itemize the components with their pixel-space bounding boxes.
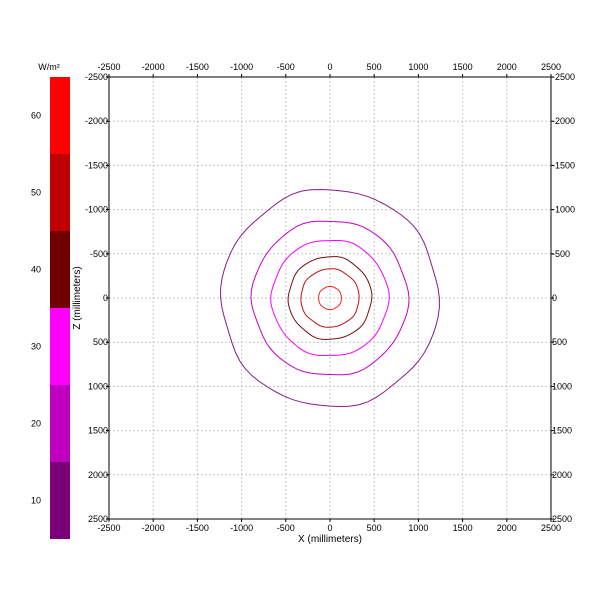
x-tick-label-top: 0 — [327, 62, 332, 72]
axis-ticks — [106, 74, 554, 522]
x-tick-label-top: -1500 — [186, 62, 209, 72]
y-tick-label-left: 2500 — [88, 514, 108, 524]
colorbar-units: W/m² — [38, 62, 60, 72]
colorbar-tick-labels: 10 20 30 40 50 60 — [31, 111, 41, 506]
colorbar-tick-label: 60 — [31, 111, 41, 121]
colorbar-band — [50, 462, 70, 539]
contour-line — [318, 285, 342, 311]
colorbar-tick-label: 50 — [31, 188, 41, 198]
x-tick-label-top: -1000 — [230, 62, 253, 72]
colorbar-band — [50, 308, 70, 385]
grid — [109, 77, 551, 519]
colorbar-tick-label: 40 — [31, 265, 41, 275]
x-tick-label-bottom: -2500 — [97, 523, 120, 533]
y-tick-label-right: 1000 — [552, 381, 572, 391]
y-tick-label-left: -1000 — [85, 205, 108, 215]
x-tick-label-top: 2500 — [541, 62, 561, 72]
colorbar-band — [50, 154, 70, 231]
y-tick-label-right: 1500 — [552, 426, 572, 436]
y-tick-label-right: -1500 — [552, 160, 575, 170]
contour-line — [250, 220, 410, 376]
contour-line — [300, 268, 360, 328]
y-tick-label-left: -500 — [90, 249, 108, 259]
x-tick-label-top: 1500 — [453, 62, 473, 72]
colorbar-tick-label: 20 — [31, 419, 41, 429]
y-tick-label-right: 2500 — [552, 514, 572, 524]
contour-lines — [220, 188, 440, 408]
x-tick-label-bottom: 1500 — [453, 523, 473, 533]
y-tick-label-left: -1500 — [85, 160, 108, 170]
y-tick-label-left: -2500 — [85, 72, 108, 82]
y-tick-label-right: 500 — [552, 337, 567, 347]
x-tick-label-bottom: -1500 — [186, 523, 209, 533]
x-tick-label-bottom: 500 — [367, 523, 382, 533]
x-tick-label-top: 1000 — [408, 62, 428, 72]
x-tick-label-bottom: -500 — [277, 523, 295, 533]
colorbar — [50, 77, 70, 539]
colorbar-band — [50, 231, 70, 308]
x-tick-label-bottom: 2000 — [497, 523, 517, 533]
x-tick-label-top: 2000 — [497, 62, 517, 72]
axis-tick-labels: -2500-2500-2000-2000-1500-1500-1000-1000… — [85, 62, 575, 533]
x-tick-label-top: -2500 — [97, 62, 120, 72]
colorbar-band — [50, 385, 70, 462]
y-tick-label-left: 2000 — [88, 470, 108, 480]
contour-line — [220, 188, 440, 408]
x-tick-label-top: 500 — [367, 62, 382, 72]
contour-line — [287, 256, 373, 340]
y-tick-label-right: -2000 — [552, 116, 575, 126]
x-tick-label-bottom: -2000 — [142, 523, 165, 533]
x-tick-label-bottom: 0 — [327, 523, 332, 533]
colorbar-tick-label: 30 — [31, 342, 41, 352]
y-tick-label-right: 2000 — [552, 470, 572, 480]
y-tick-label-left: 1000 — [88, 381, 108, 391]
y-tick-label-right: -2500 — [552, 72, 575, 82]
y-tick-label-right: 0 — [552, 293, 557, 303]
colorbar-band — [50, 77, 70, 154]
x-tick-label-top: -500 — [277, 62, 295, 72]
x-tick-label-bottom: -1000 — [230, 523, 253, 533]
y-tick-label-right: -1000 — [552, 205, 575, 215]
colorbar-tick-label: 10 — [31, 496, 41, 506]
y-tick-label-right: -500 — [552, 249, 570, 259]
y-tick-label-left: 1500 — [88, 426, 108, 436]
x-tick-label-top: -2000 — [142, 62, 165, 72]
y-tick-label-left: 500 — [93, 337, 108, 347]
y-tick-label-left: 0 — [103, 293, 108, 303]
y-tick-label-left: -2000 — [85, 116, 108, 126]
x-tick-label-bottom: 1000 — [408, 523, 428, 533]
x-axis-title: X (millimeters) — [298, 534, 362, 545]
x-tick-label-bottom: 2500 — [541, 523, 561, 533]
y-axis-title: Z (millimeters) — [72, 266, 83, 329]
contour-line — [270, 240, 390, 356]
